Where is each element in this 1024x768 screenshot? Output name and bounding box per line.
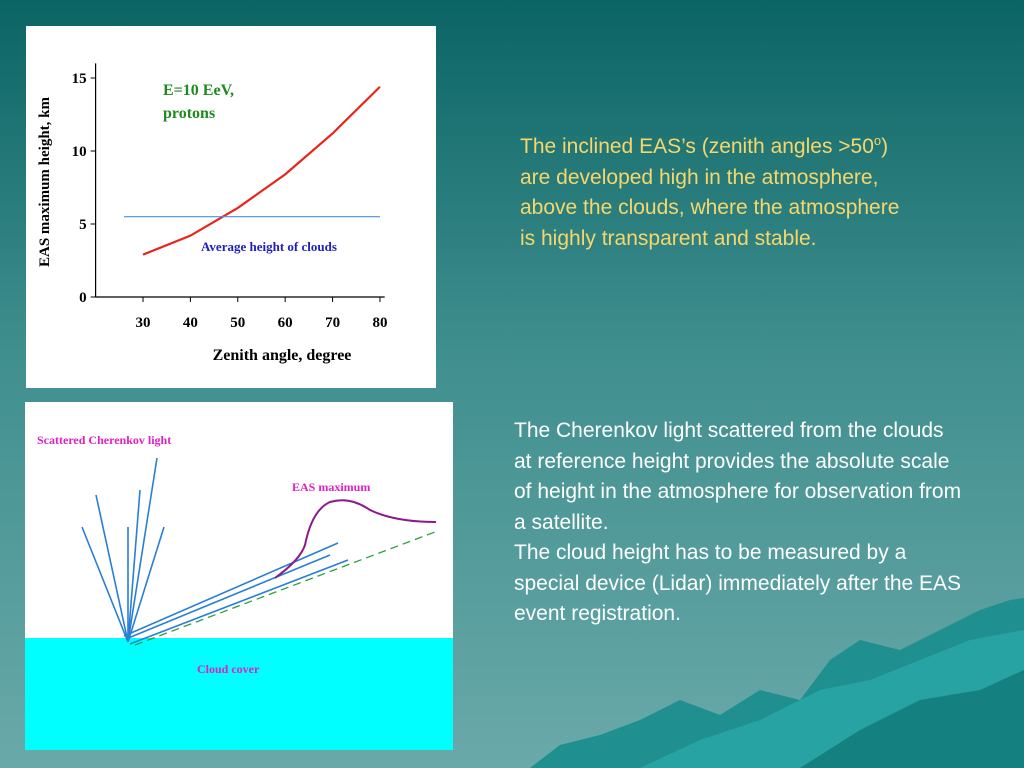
x-tick-label: 40 bbox=[183, 315, 198, 331]
text: ) are developed high in the atmosphere, … bbox=[520, 135, 900, 250]
y-tick-label: 10 bbox=[72, 144, 87, 160]
paragraph: The inclined EAS’s (zenith angles >50o) … bbox=[520, 126, 920, 254]
x-tick-label: 80 bbox=[372, 315, 387, 331]
superscript: o bbox=[873, 133, 882, 148]
annotation: protons bbox=[163, 105, 215, 122]
diagram: Scattered Cherenkov light EAS maximum Cl… bbox=[25, 402, 453, 750]
y-tick-label: 5 bbox=[79, 217, 87, 233]
annotation: Average height of clouds bbox=[201, 239, 337, 254]
line bbox=[142, 85, 381, 256]
x-axis-label: Zenith angle, degree bbox=[213, 347, 352, 364]
y-axis-label: EAS maximum height, km bbox=[37, 96, 53, 267]
y-tick-label: 0 bbox=[79, 290, 87, 306]
text: The inclined EAS’s (zenith angles >50 bbox=[520, 135, 874, 158]
diagram-label: Cloud cover bbox=[197, 662, 260, 676]
x-tick-label: 60 bbox=[278, 315, 293, 331]
y-tick-label: 15 bbox=[72, 71, 87, 87]
mountains bbox=[530, 598, 1024, 768]
x-tick-label: 30 bbox=[135, 315, 150, 331]
paragraph: The Cherenkov light scattered from the c… bbox=[514, 419, 962, 534]
text-block: The Cherenkov light scattered from the c… bbox=[514, 416, 964, 630]
annotation: E=10 EeV, bbox=[163, 82, 234, 99]
x-tick-label: 50 bbox=[230, 315, 245, 331]
diagram-label: Scattered Cherenkov light bbox=[37, 433, 171, 447]
text-block: The inclined EAS’s (zenith angles >50o) … bbox=[520, 126, 920, 254]
chart-panel bbox=[26, 26, 436, 388]
x-tick-label: 70 bbox=[325, 315, 340, 331]
diagram-label: EAS maximum bbox=[292, 480, 370, 494]
paragraph: The cloud height has to be measured by a… bbox=[514, 541, 962, 625]
chart: 0 5 10 15 30 40 50 60 70 80 Zenith angle, degree EA… bbox=[37, 63, 387, 364]
